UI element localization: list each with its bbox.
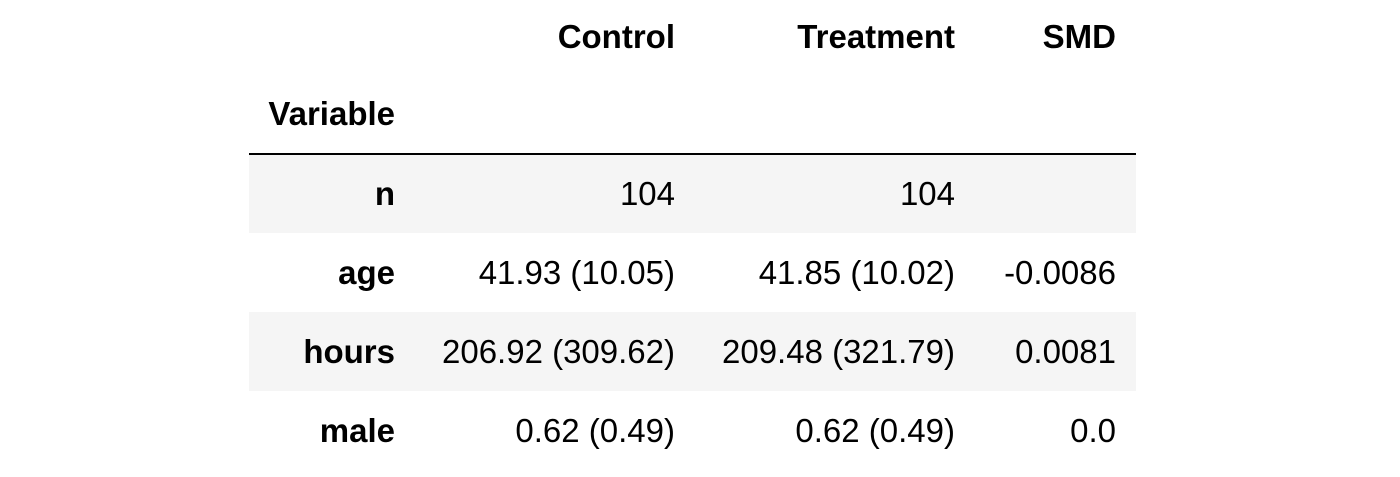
cell-smd: 0.0081 — [975, 312, 1136, 391]
row-label: age — [249, 233, 415, 312]
table-row: hours 206.92 (309.62) 209.48 (321.79) 0.… — [249, 312, 1136, 391]
column-header-row: Control Treatment SMD — [249, 0, 1136, 74]
row-label: male — [249, 391, 415, 470]
corner-cell — [249, 0, 415, 74]
index-header-empty — [975, 74, 1136, 155]
balance-table-container: Control Treatment SMD Variable n 104 104… — [249, 0, 1136, 470]
cell-treatment: 209.48 (321.79) — [695, 312, 975, 391]
cell-treatment: 104 — [695, 154, 975, 233]
balance-table: Control Treatment SMD Variable n 104 104… — [249, 0, 1136, 470]
table-row: n 104 104 — [249, 154, 1136, 233]
cell-treatment: 0.62 (0.49) — [695, 391, 975, 470]
cell-control: 41.93 (10.05) — [415, 233, 695, 312]
table-row: age 41.93 (10.05) 41.85 (10.02) -0.0086 — [249, 233, 1136, 312]
cell-smd: -0.0086 — [975, 233, 1136, 312]
cell-control: 206.92 (309.62) — [415, 312, 695, 391]
index-header-empty — [415, 74, 695, 155]
column-header-smd: SMD — [1042, 18, 1116, 55]
column-header-control: Control — [557, 18, 675, 55]
table-row: male 0.62 (0.49) 0.62 (0.49) 0.0 — [249, 391, 1136, 470]
cell-smd — [975, 154, 1136, 233]
index-name-header: Variable — [249, 74, 415, 155]
index-header-row: Variable — [249, 74, 1136, 155]
table-body: n 104 104 age 41.93 (10.05) 41.85 (10.02… — [249, 154, 1136, 470]
column-header-treatment: Treatment — [797, 18, 955, 55]
cell-control: 104 — [415, 154, 695, 233]
cell-treatment: 41.85 (10.02) — [695, 233, 975, 312]
index-header-empty — [695, 74, 975, 155]
row-label: n — [249, 154, 415, 233]
table-header: Control Treatment SMD Variable — [249, 0, 1136, 155]
row-label: hours — [249, 312, 415, 391]
cell-control: 0.62 (0.49) — [415, 391, 695, 470]
cell-smd: 0.0 — [975, 391, 1136, 470]
